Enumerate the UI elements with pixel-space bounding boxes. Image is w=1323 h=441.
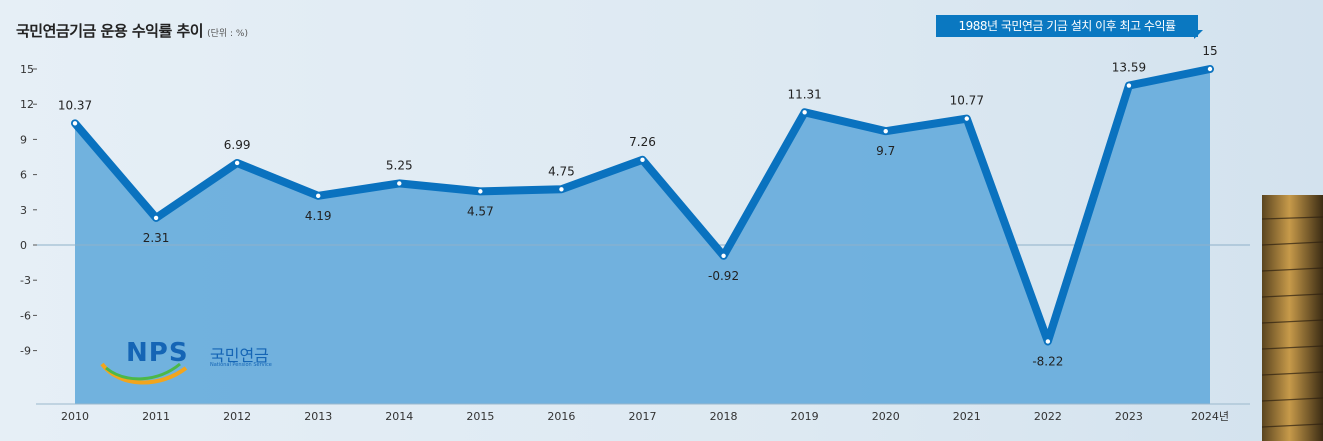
y-tick-label: 3 [20,204,27,217]
nps-logo: NPS 국민연금 National Pension Service [100,338,290,388]
logo-swoosh-icon [100,362,188,385]
data-label: -8.22 [1032,354,1063,368]
x-tick-label: 2024년 [1191,410,1229,423]
coin-stack-image [1262,195,1323,441]
chart-title: 국민연금기금 운용 수익률 추이 [16,22,204,40]
logo-name: 국민연금 [210,346,269,365]
callout-tail [1194,30,1203,39]
data-label: 11.31 [787,87,821,101]
data-label: 15 [1202,44,1217,58]
data-point [559,187,564,192]
unit-label: (단위 : %) [207,29,248,39]
record-high-callout: 1988년 국민연금 기금 설치 이후 최고 수익률 [936,15,1198,37]
data-point [1126,83,1132,88]
data-point [1045,339,1051,344]
x-tick-label: 2018 [710,410,738,423]
data-label: 10.77 [950,94,984,108]
logo-mark: NPS [126,338,189,368]
data-point [72,121,78,126]
data-label: 9.7 [876,144,895,158]
x-tick-label: 2011 [142,410,170,423]
data-label: 4.57 [467,204,494,218]
x-tick-label: 2016 [547,410,575,423]
data-point [397,181,402,186]
data-point [234,160,240,166]
data-point [964,116,969,121]
data-point [802,110,807,115]
x-tick-label: 2020 [872,410,900,423]
data-point [478,189,483,194]
data-label: 2.31 [143,231,170,245]
data-point [316,193,321,199]
y-tick-label: 15 [20,63,34,76]
data-point [721,253,726,258]
x-tick-label: 2013 [304,410,332,423]
data-point [640,157,645,163]
x-tick-label: 2010 [61,410,89,423]
x-tick-label: 2022 [1034,410,1062,423]
data-point [883,128,888,134]
data-label: 10.37 [58,98,92,112]
data-label: 6.99 [224,138,251,152]
y-tick-label: 0 [20,239,27,252]
y-tick-label: 12 [20,98,34,111]
y-tick-label: -6 [20,309,31,322]
y-tick-label: -3 [20,274,31,287]
data-label: 4.19 [305,209,332,223]
data-label: 5.25 [386,158,413,172]
x-tick-label: 2017 [629,410,657,423]
area-fill [75,69,1210,404]
data-point [1207,66,1213,72]
data-point [153,215,159,221]
y-tick-label: 9 [20,133,27,146]
x-tick-label: 2014 [385,410,413,423]
data-label: -0.92 [708,269,739,283]
chart-title-group: 국민연금기금 운용 수익률 추이 (단위 : %) [16,20,248,41]
data-label: 7.26 [629,135,656,149]
logo-subtitle: National Pension Service [210,362,272,368]
data-label: 13.59 [1112,61,1146,75]
y-tick-label: 6 [20,169,27,182]
y-tick-label: -9 [20,345,31,358]
x-tick-label: 2021 [953,410,981,423]
x-tick-label: 2012 [223,410,251,423]
x-tick-label: 2019 [791,410,819,423]
data-label: 4.75 [548,164,575,178]
x-tick-label: 2015 [466,410,494,423]
x-tick-label: 2023 [1115,410,1143,423]
